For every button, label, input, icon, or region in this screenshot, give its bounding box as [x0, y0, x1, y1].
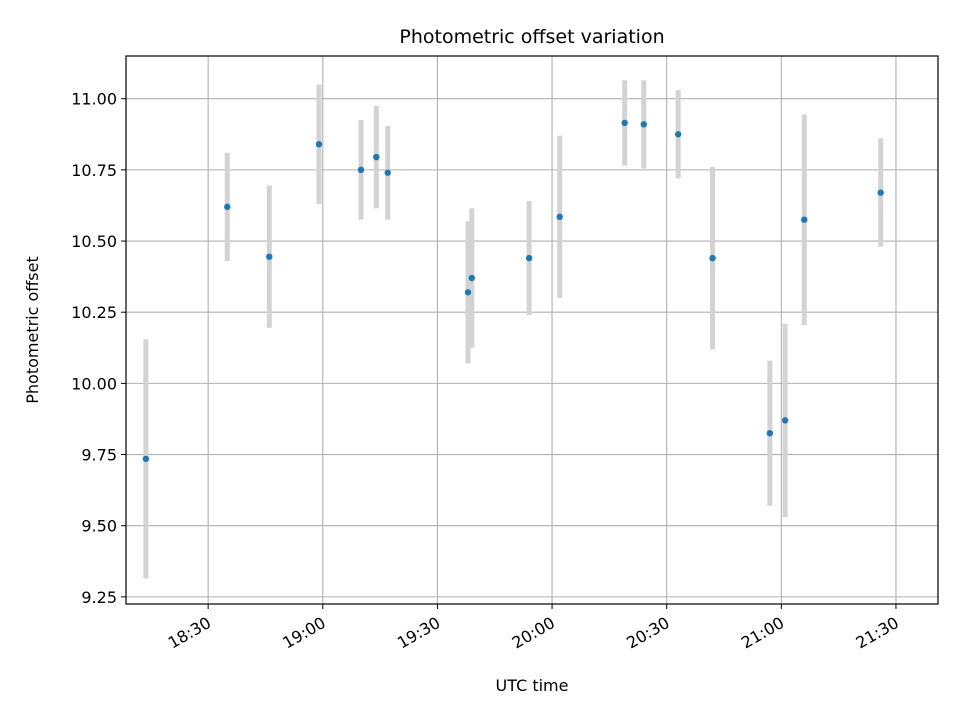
- data-point: [384, 169, 391, 176]
- x-tick-label: 19:00: [279, 613, 328, 653]
- y-axis-label: Photometric offset: [23, 256, 42, 404]
- data-point: [556, 213, 563, 221]
- data-point: [468, 274, 476, 282]
- x-axis-label: UTC time: [496, 676, 569, 695]
- data-point: [640, 121, 647, 128]
- data-point: [525, 254, 533, 262]
- x-tick-label: 21:30: [853, 613, 902, 653]
- ticks: 18:30 19:00 19:30 20:00 20:30 21:00 21:30 9.25 9…: [71, 90, 902, 653]
- y-tick-label: 11.00: [71, 90, 117, 109]
- y-tick-label: 10.50: [71, 232, 117, 251]
- data-point: [464, 289, 472, 296]
- data-point: [142, 455, 150, 463]
- data-point: [373, 153, 380, 161]
- chart-title: Photometric offset variation: [399, 26, 664, 48]
- x-tick-label: 20:30: [623, 613, 672, 653]
- y-tick-label: 10.25: [71, 303, 117, 322]
- data-point: [709, 254, 716, 262]
- y-tick-label: 9.25: [81, 588, 117, 607]
- data-point: [877, 189, 884, 196]
- axes-frame: [125, 55, 939, 605]
- data-point: [357, 166, 365, 174]
- y-tick-label: 10.00: [71, 374, 117, 393]
- data-point: [766, 429, 774, 437]
- x-tick-label: 19:30: [394, 613, 443, 653]
- data-point: [674, 131, 682, 138]
- x-tick-label: 21:00: [738, 613, 787, 653]
- data-point: [621, 119, 628, 127]
- data-point: [315, 141, 323, 148]
- data-point: [266, 253, 273, 260]
- y-tick-label: 9.75: [81, 446, 117, 465]
- x-tick-label: 18:30: [165, 613, 214, 653]
- x-tick-label: 20:00: [509, 613, 558, 653]
- error-bars: [143, 80, 884, 579]
- data-points: [142, 119, 884, 463]
- grid: [126, 56, 938, 604]
- data-point: [781, 417, 789, 424]
- data-point: [224, 203, 231, 211]
- y-tick-label: 10.75: [71, 161, 117, 180]
- data-point: [801, 216, 808, 223]
- y-tick-label: 9.50: [81, 517, 117, 536]
